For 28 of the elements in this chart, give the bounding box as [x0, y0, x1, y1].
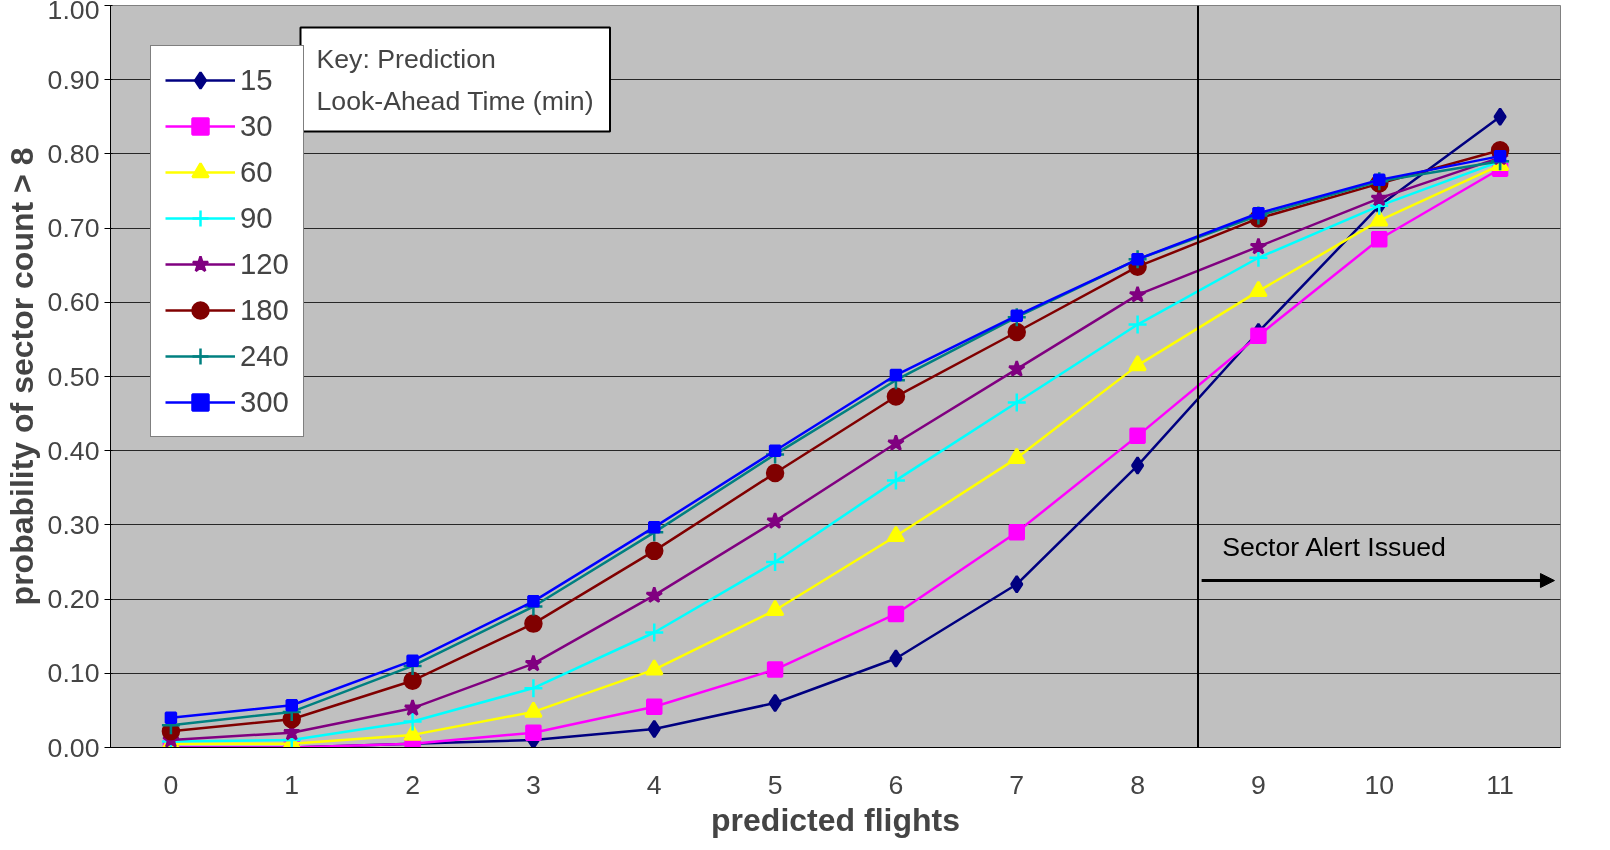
- x-tick-label: 11: [1486, 769, 1514, 800]
- x-tick-label: 0: [163, 769, 179, 800]
- x-tick-label: 6: [888, 769, 904, 800]
- x-axis-title: predicted flights: [711, 801, 960, 838]
- y-tick-label: 0.50: [47, 361, 100, 392]
- y-tick-label: 0.00: [47, 732, 100, 763]
- y-axis-title: probability of sector count > 8: [3, 147, 40, 606]
- x-tick-label: 1: [284, 769, 300, 800]
- y-tick-label: 0.10: [47, 658, 100, 689]
- x-tick-label: 2: [405, 769, 420, 800]
- x-tick-label: 5: [767, 769, 783, 800]
- x-tick-label: 4: [646, 769, 662, 800]
- x-tick-label: 8: [1130, 769, 1145, 800]
- y-tick-label: 0.20: [47, 584, 100, 615]
- legend-label: 30: [240, 109, 273, 143]
- legend-title: Key: Prediction Look-Ahead Time (min): [316, 43, 594, 116]
- y-tick-label: 0.40: [47, 435, 100, 466]
- y-tick-label: 1.00: [47, 0, 100, 25]
- y-tick-label: 0.60: [47, 287, 100, 318]
- x-tick-label: 3: [526, 769, 541, 800]
- x-tick-label: 10: [1364, 769, 1395, 800]
- y-tick-label: 0.90: [47, 64, 100, 95]
- y-tick-label: 0.70: [47, 213, 100, 244]
- y-tick-label: 0.30: [47, 509, 100, 540]
- legend-label: 15: [240, 63, 273, 97]
- x-tick-label: 9: [1251, 769, 1266, 800]
- x-tick-label: 7: [1009, 769, 1025, 800]
- y-tick-label: 0.80: [47, 138, 100, 169]
